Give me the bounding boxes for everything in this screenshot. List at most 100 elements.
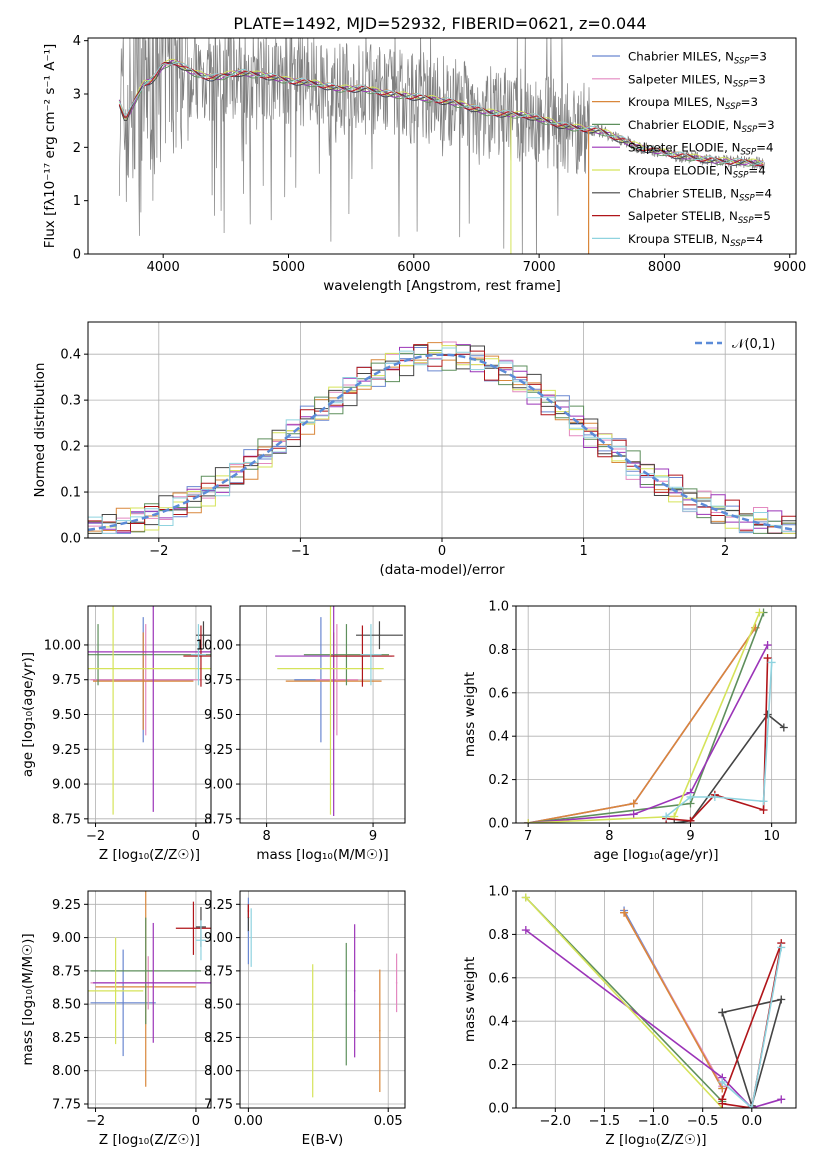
mass-vs-Z-grid [88,891,211,1108]
mass-vs-Z-plot-area [88,891,211,1087]
y-tick-label: 8.00 [52,1064,81,1079]
y-axis-label: mass [log₁₀(M/M☉)] [20,933,36,1065]
data-point [144,678,147,681]
massweight-vs-Z-panel: −2.0 −1.5 −1.0 −0.5 0.0 0.0 0.2 0.4 0.6 0.8 1.0 Z [… [462,885,797,1148]
x-tick-label: 6000 [397,260,430,275]
legend-entry: Salpeter MILES, NSSP=3 [628,72,766,89]
y-tick-label: 8.75 [52,812,81,827]
y-axis-label: age [log₁₀(age/yr)] [20,652,36,777]
y-tick-label: 9.75 [52,673,81,688]
massweight-vs-Z-frame: −2.0 −1.5 −1.0 −0.5 0.0 0.0 0.2 0.4 0.6 0.8 1.0 Z [… [462,885,797,1148]
data-point [395,982,398,984]
data-point [192,927,195,930]
y-tick-label: 10.00 [44,638,81,653]
legend-entry: Chabrier ELODIE, NSSP=3 [628,118,775,135]
y-tick-label: 7.75 [204,1098,233,1113]
mass-weight-line [528,627,757,823]
y-axis-label: mass weight [462,672,478,757]
legend-entry: Kroupa ELODIE, NSSP=4 [628,164,766,181]
legend-entry: Kroupa STELIB, NSSP=4 [628,232,763,249]
mass-weight-line [525,896,723,1108]
y-tick-label: 1 [73,194,81,209]
figure-title: PLATE=1492, MJD=52932, FIBERID=0621, z=0… [233,14,646,33]
x-axis-label: (data-model)/error [379,562,505,578]
data-point [200,939,202,942]
plus-marker [759,797,768,806]
y-tick-label: 9.50 [204,708,233,723]
age-vs-mass-panel: 8 9 8.75 9.00 9.25 9.50 9.75 10.00 mass [log₁₀(M… [196,605,406,863]
age-vs-Z-grid [88,606,211,823]
y-tick-label: 0.2 [488,1058,509,1073]
data-point [345,653,348,656]
y-tick-label: 9.75 [204,673,233,688]
y-tick-label: 0.2 [488,773,509,788]
plus-marker [686,792,695,801]
legend-entry: Chabrier STELIB, NSSP=4 [628,186,772,203]
mass-weight-line [528,644,769,823]
x-axis-label: Z [log₁₀(Z/Z☉)] [99,847,200,863]
massweight-vs-age-spines [515,605,797,824]
age-vs-Z-panel: −2 0 8.75 9.00 9.25 9.50 9.75 10.00 Z [log₁₀(Z/Z… [20,605,212,863]
plus-marker [524,819,533,823]
data-point [336,678,338,681]
plus-marker [777,943,786,952]
x-tick-label: 8 [605,829,613,844]
y-tick-label: 8.75 [52,964,81,979]
plus-marker [686,816,695,823]
legend-entry: Salpeter STELIB, NSSP=5 [628,209,771,226]
x-tick-label: −2 [86,829,105,844]
spectrum-legend: Chabrier MILES, NSSP=3 Salpeter MILES, NS… [592,50,775,249]
x-axis-label: mass [log₁₀(M/M☉)] [256,847,388,863]
massweight-vs-age-panel: 7 8 9 10 0.0 0.2 0.4 0.6 0.8 1.0 age [log₁₀(age/yr… [462,600,797,863]
plus-marker [662,812,671,821]
y-tick-label: 0.0 [488,1102,509,1117]
residuals-frame: −2 −1 0 1 2 0.0 0.1 0.2 0.3 0.4 (data-model)/error… [32,321,797,578]
mass-weight-line [528,612,765,823]
x-tick-label: 0.0 [741,1114,762,1129]
y-tick-label: 9.25 [52,898,81,913]
data-point [311,1029,314,1032]
x-axis-label: Z [log₁₀(Z/Z☉)] [99,1132,200,1148]
mass-weight-line [623,912,723,1089]
x-tick-label: 9 [686,829,694,844]
y-tick-label: 1.0 [488,885,509,900]
mass-vs-ebv-spines [239,890,406,1109]
plus-marker [767,658,776,667]
y-tick-label: 8.00 [204,1064,233,1079]
plus-marker [710,792,719,801]
spectrum-frame: 4000 5000 6000 7000 8000 9000 0 1 2 3 4 wavelength … [42,34,806,294]
x-tick-label: 9 [369,829,377,844]
data-point [247,910,250,912]
plus-marker [718,1095,727,1104]
massweight-vs-Z-spines [515,890,797,1109]
plus-marker [779,723,788,732]
x-tick-label: −0.5 [687,1114,719,1129]
mass-vs-ebv-panel: 0.00 0.05 7.75 8.00 8.25 8.50 8.75 9.00 9.25 E(B-… [204,890,406,1148]
massweight-vs-Z-grid [516,890,796,1109]
y-tick-label: 9.00 [52,931,81,946]
model-spectrum-line [118,61,764,168]
mass-vs-Z-frame: −2 0 7.75 8.00 8.25 8.50 8.75 9.00 9.25 Z [log₁₀(… [20,890,212,1148]
x-tick-label: 7000 [523,260,556,275]
data-point [112,667,114,670]
y-tick-label: 9.25 [52,743,81,758]
y-tick-label: 1.0 [488,600,509,615]
y-tick-label: 9.50 [52,708,81,723]
plus-marker [763,641,772,650]
massweight-vs-age-plot-area [524,608,788,823]
x-tick-label: 9000 [773,260,806,275]
y-tick-label: 0.3 [60,394,81,409]
data-point [361,655,364,657]
mass-weight-line [674,713,785,823]
data-point [142,680,145,682]
x-axis-label: E(B-V) [302,1132,344,1148]
age-vs-Z-frame: −2 0 8.75 9.00 9.25 9.50 9.75 10.00 Z [log₁₀(Z/Z… [20,605,212,863]
y-tick-label: 0.8 [488,928,509,943]
plus-marker [777,995,786,1004]
x-tick-label: −2 [149,544,168,559]
plus-marker [629,799,638,808]
x-tick-label: −2 [86,1114,105,1129]
x-tick-label: −1.5 [589,1114,621,1129]
y-tick-label: 0.0 [60,532,81,547]
